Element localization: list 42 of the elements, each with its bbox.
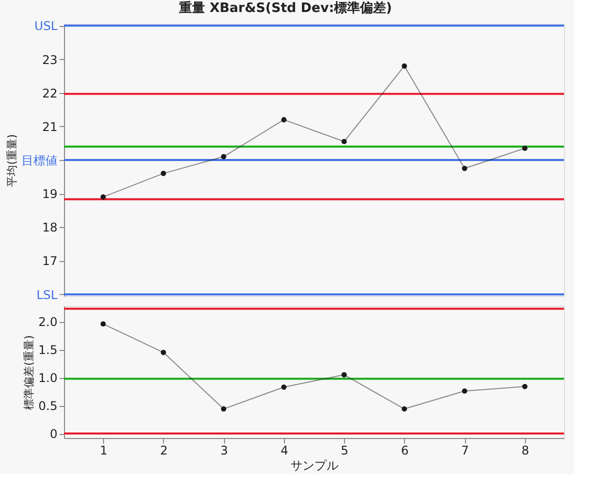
y-tick-label: 1.0 xyxy=(38,371,58,386)
y-tick-label: USL xyxy=(34,19,58,34)
x-tick-label: 1 xyxy=(100,444,108,458)
x-tick-label: 8 xyxy=(522,444,530,458)
x-axis-title: サンプル xyxy=(290,458,338,472)
y-tick-label: 22 xyxy=(42,86,58,100)
point xyxy=(281,117,287,122)
point xyxy=(341,138,347,144)
point xyxy=(462,166,468,172)
y-axis-title: 平均(重量) xyxy=(6,134,18,187)
y-tick-label: LSL xyxy=(36,288,58,302)
point xyxy=(341,372,347,378)
chart-title: 重量 XBar&S(Std Dev:標準偏差) xyxy=(178,0,392,16)
point xyxy=(100,194,106,200)
point xyxy=(281,384,287,390)
y-tick-label: 23 xyxy=(42,52,58,67)
x-tick-label: 5 xyxy=(340,444,348,458)
y-tick-label: 21 xyxy=(42,120,58,134)
y-tick-label: 18 xyxy=(42,220,58,235)
x-tick-label: 4 xyxy=(280,444,288,458)
point xyxy=(220,154,226,160)
point xyxy=(160,350,166,356)
point xyxy=(522,146,528,151)
y-tick-label: 2.0 xyxy=(38,315,58,330)
y-tick-label: 1.5 xyxy=(38,343,58,358)
y-tick-label: 0.5 xyxy=(38,399,58,414)
point xyxy=(462,388,468,394)
point xyxy=(522,384,528,390)
point xyxy=(160,170,166,176)
point xyxy=(100,321,106,327)
x-tick-label: 3 xyxy=(220,444,228,458)
y-tick-label: 19 xyxy=(42,187,58,202)
x-tick-label: 7 xyxy=(461,444,469,458)
y-tick-label: 0 xyxy=(50,427,58,442)
point xyxy=(220,406,226,412)
point xyxy=(402,63,408,69)
point xyxy=(402,406,408,412)
y-tick-label: 目標値 xyxy=(22,154,58,168)
y-tick-label: 17 xyxy=(42,254,58,268)
x-tick-label: 6 xyxy=(401,444,409,458)
y-axis-title: 標準偏差(重量) xyxy=(22,335,36,410)
x-tick-label: 2 xyxy=(160,444,168,458)
